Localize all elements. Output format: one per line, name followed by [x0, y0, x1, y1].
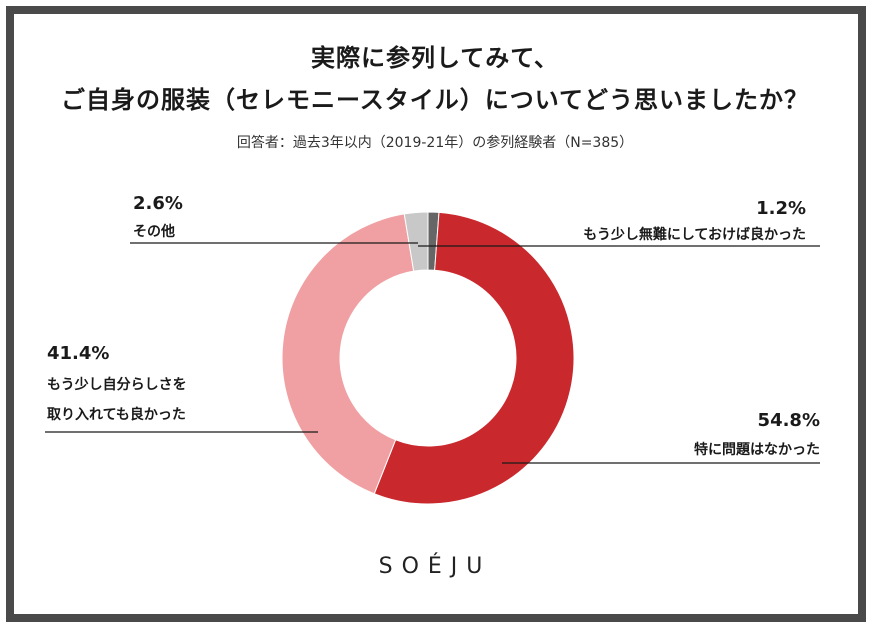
- chart-title-line-1: 実際に参列してみて、: [310, 44, 560, 72]
- chart-frame: [6, 6, 866, 622]
- data-label-more-safe-name: もう少し無難にしておけば良かった: [583, 226, 806, 243]
- data-label-more-safe-value: 1.2%: [756, 198, 806, 219]
- brand-logo: SOÉJU: [378, 554, 492, 579]
- slice-other: [403, 211, 429, 272]
- data-label-other-value: 2.6%: [133, 193, 183, 214]
- data-label-self-style-name-line-2: 取り入れても良かった: [47, 406, 186, 423]
- chart-subtitle: 回答者：過去3年以内（2019-21年）の参列経験者（N=385）: [236, 135, 634, 151]
- chart-title-line-2: ご自身の服装（セレモニースタイル）についてどう思いましたか？: [60, 86, 810, 114]
- slice-no-problem: [373, 211, 575, 505]
- data-label-no-problem-name: 特に問題はなかった: [694, 441, 820, 458]
- data-label-other-name: その他: [133, 223, 175, 240]
- slice-self-style: [281, 213, 415, 495]
- data-label-self-style-value: 41.4%: [47, 343, 109, 364]
- data-label-no-problem-value: 54.8%: [758, 410, 820, 431]
- data-label-self-style-name-line-1: もう少し自分らしさを: [47, 376, 187, 393]
